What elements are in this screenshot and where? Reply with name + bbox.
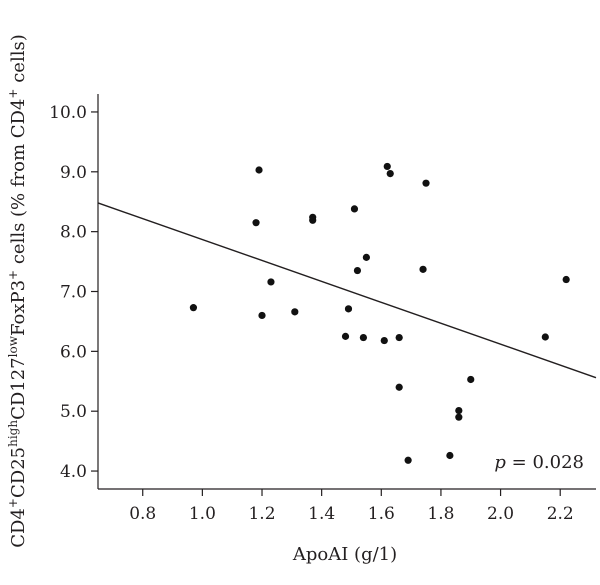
y-tick-label: 10.0	[49, 103, 87, 123]
data-point	[383, 162, 391, 171]
p-value-text: = 0.028	[506, 452, 584, 473]
plot-area: 4.0 5.0 6.0 7.0 8.0 9.0 10.0 0.8 1.0 1.2 1.4 1.6 1.…	[49, 94, 597, 524]
y-title-part: FoxP3	[8, 280, 29, 336]
data-point	[291, 308, 299, 316]
data-point	[467, 375, 475, 384]
y-tick-label: 5.0	[60, 402, 87, 422]
data-point	[446, 451, 454, 460]
data-point	[422, 179, 430, 187]
y-axis-title: CD4+​CD25high​CD127low​FoxP3+​ cells (% …	[6, 34, 29, 547]
data-point	[309, 216, 317, 224]
y-title-superscript: +	[6, 89, 20, 99]
data-point	[359, 333, 368, 342]
p-symbol: p	[494, 452, 506, 473]
data-point	[541, 333, 549, 341]
y-title-part: cells (% from CD4	[8, 99, 29, 270]
x-tick-label: 2.0	[487, 504, 514, 524]
x-ticks: 0.8 1.0 1.2 1.4 1.6 1.8 2.0 2.2	[129, 489, 574, 524]
y-tick-label: 4.0	[60, 462, 87, 482]
x-axis-title: ApoAI (g/1)	[292, 544, 397, 565]
data-point	[362, 253, 370, 261]
y-tick-label: 6.0	[60, 342, 87, 362]
data-point	[404, 456, 412, 464]
y-tick-label: 9.0	[60, 163, 87, 183]
data-point	[419, 265, 427, 273]
y-title-part: CD127	[8, 357, 29, 420]
x-tick-label: 1.6	[368, 504, 395, 524]
data-point	[353, 266, 362, 275]
y-title-superscript: +	[6, 498, 20, 508]
data-point	[255, 166, 263, 174]
y-title-part: CD25	[8, 447, 29, 498]
x-tick-label: 1.0	[189, 504, 216, 524]
data-point	[267, 278, 275, 286]
data-point	[344, 305, 353, 313]
data-point	[562, 275, 570, 284]
data-point	[252, 219, 260, 227]
y-tick-label: 8.0	[60, 223, 87, 243]
y-title-superscript: high	[6, 420, 20, 447]
x-tick-label: 1.2	[248, 504, 275, 524]
data-point	[386, 169, 394, 178]
data-point	[395, 333, 403, 342]
y-title-superscript: +	[6, 270, 20, 280]
data-point	[341, 332, 350, 340]
data-point	[455, 413, 463, 421]
y-title-part: cells)	[8, 34, 29, 88]
y-title-part: CD4	[8, 508, 29, 548]
data-point	[258, 311, 266, 320]
data-point	[189, 304, 198, 312]
p-value-annotation: p = 0.028	[494, 452, 584, 473]
data-point	[395, 383, 403, 391]
x-tick-label: 1.8	[427, 504, 454, 524]
x-tick-label: 2.2	[547, 504, 574, 524]
data-point	[380, 336, 388, 345]
data-point	[455, 406, 463, 415]
y-title-superscript: low	[6, 335, 20, 357]
y-ticks: 4.0 5.0 6.0 7.0 8.0 9.0 10.0	[49, 103, 98, 482]
regression-line	[97, 202, 597, 379]
x-tick-label: 0.8	[129, 504, 156, 524]
y-tick-label: 7.0	[60, 283, 87, 303]
data-point	[350, 205, 359, 213]
x-tick-label: 1.4	[308, 504, 335, 524]
data-points	[189, 162, 570, 464]
